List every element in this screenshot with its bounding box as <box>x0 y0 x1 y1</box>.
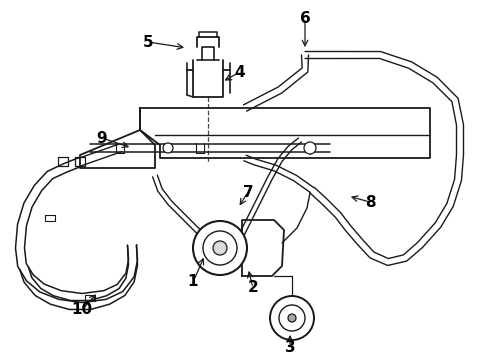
Text: 6: 6 <box>299 10 310 26</box>
Text: 5: 5 <box>143 35 153 50</box>
Text: 9: 9 <box>97 131 107 145</box>
Circle shape <box>193 221 247 275</box>
Circle shape <box>288 314 296 322</box>
Circle shape <box>203 231 237 265</box>
Text: 2: 2 <box>247 280 258 296</box>
Circle shape <box>279 305 305 331</box>
Text: 10: 10 <box>72 302 93 318</box>
Circle shape <box>163 143 173 153</box>
Circle shape <box>213 241 227 255</box>
Circle shape <box>270 296 314 340</box>
Text: 1: 1 <box>188 275 198 289</box>
Text: 7: 7 <box>243 185 253 199</box>
Text: 4: 4 <box>235 64 245 80</box>
Text: 3: 3 <box>285 341 295 356</box>
Text: 8: 8 <box>365 194 375 210</box>
Circle shape <box>304 142 316 154</box>
